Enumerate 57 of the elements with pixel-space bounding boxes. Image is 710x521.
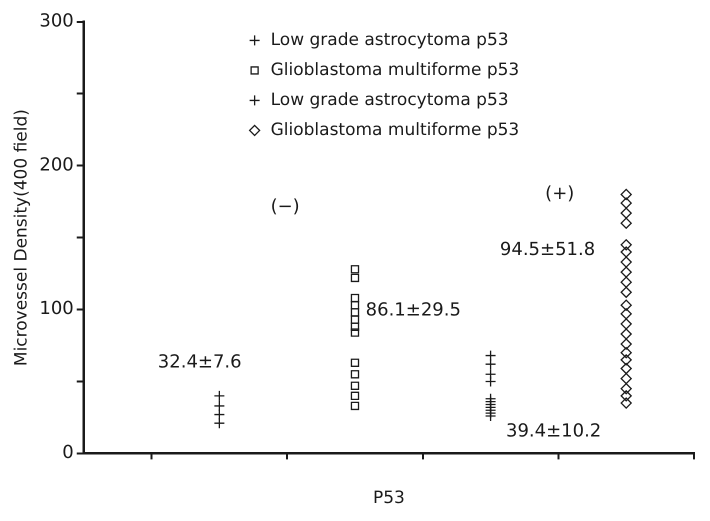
point bbox=[620, 383, 632, 394]
annotation: (−) bbox=[270, 196, 300, 218]
annotation: 32.4±7.6 bbox=[158, 351, 242, 372]
point bbox=[214, 408, 226, 420]
point bbox=[620, 318, 632, 330]
point bbox=[620, 207, 632, 219]
point bbox=[350, 392, 360, 400]
point bbox=[350, 322, 360, 331]
point bbox=[620, 338, 632, 350]
point bbox=[214, 390, 226, 402]
point bbox=[620, 256, 632, 268]
point bbox=[620, 372, 632, 384]
annotation: 94.5±51.8 bbox=[500, 239, 596, 260]
x-axis-title: P53 bbox=[372, 488, 405, 508]
point bbox=[620, 246, 632, 258]
point bbox=[350, 294, 360, 302]
point bbox=[620, 328, 632, 340]
point bbox=[620, 300, 632, 311]
point bbox=[620, 276, 632, 288]
point bbox=[350, 308, 360, 317]
point bbox=[484, 350, 496, 362]
point bbox=[620, 266, 632, 278]
point bbox=[350, 274, 360, 282]
legend-label: Low grade astrocytoma p53 bbox=[270, 90, 509, 110]
point bbox=[620, 362, 632, 374]
point bbox=[350, 328, 360, 337]
point bbox=[620, 308, 632, 320]
point bbox=[214, 400, 226, 412]
point bbox=[484, 358, 496, 370]
point bbox=[620, 197, 632, 209]
y-axis-title: Microvessel Density(400 field) bbox=[12, 109, 32, 366]
point bbox=[484, 368, 496, 380]
y-tick-label: 300 bbox=[39, 10, 74, 32]
point bbox=[350, 315, 360, 324]
point bbox=[350, 402, 360, 410]
point bbox=[620, 188, 632, 200]
y-tick-label: 100 bbox=[39, 298, 74, 320]
point bbox=[620, 218, 632, 229]
y-tick-label: 0 bbox=[62, 442, 74, 464]
annotation: (+) bbox=[545, 183, 574, 204]
y-tick-label: 200 bbox=[39, 154, 74, 176]
point bbox=[620, 354, 632, 366]
point bbox=[620, 347, 632, 358]
point bbox=[620, 239, 632, 250]
point bbox=[620, 286, 632, 298]
legend-label: Low grade astrocytoma p53 bbox=[270, 30, 509, 50]
point bbox=[350, 265, 360, 274]
legend-label: Glioblastoma multiforme p53 bbox=[270, 120, 520, 140]
point bbox=[350, 301, 360, 310]
annotation: 86.1±29.5 bbox=[366, 300, 461, 321]
point bbox=[620, 397, 632, 409]
legend-label: Glioblastoma multiforme p53 bbox=[270, 60, 520, 80]
point bbox=[350, 382, 360, 390]
annotation: 39.4±10.2 bbox=[506, 420, 602, 442]
point bbox=[620, 390, 632, 402]
point bbox=[350, 358, 360, 367]
point bbox=[350, 370, 360, 378]
